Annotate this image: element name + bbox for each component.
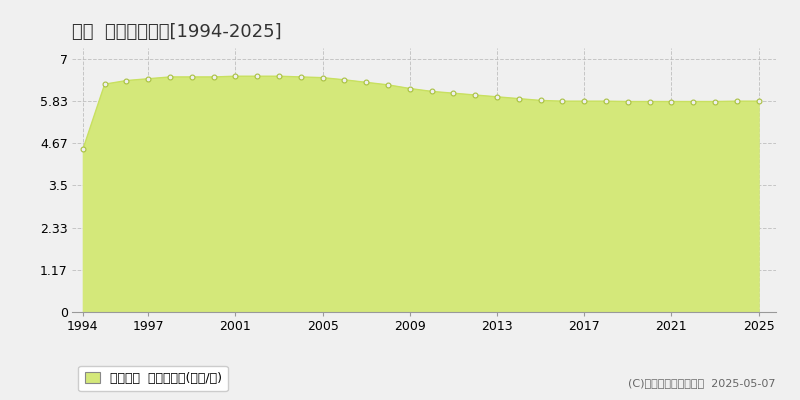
Text: 綾町  公示地価推移[1994-2025]: 綾町 公示地価推移[1994-2025] <box>72 23 282 41</box>
Legend: 公示地価  平均坪単価(万円/坪): 公示地価 平均坪単価(万円/坪) <box>78 366 228 391</box>
Text: (C)土地価格ドットコム  2025-05-07: (C)土地価格ドットコム 2025-05-07 <box>629 378 776 388</box>
